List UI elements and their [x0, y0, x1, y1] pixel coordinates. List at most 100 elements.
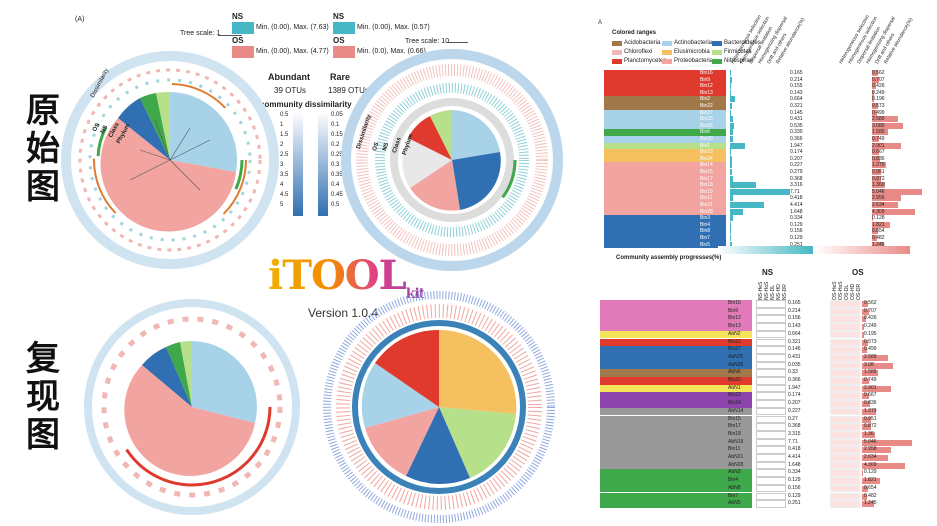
- os-abundance-value: 4.309: [872, 208, 885, 215]
- repro-os-bar: [862, 478, 881, 485]
- phylum-band: [604, 122, 726, 130]
- ns-abundance-value: 0.321: [790, 103, 803, 109]
- ns-abundance-value: 7.71: [790, 188, 800, 195]
- rare-actinobacteria: [452, 110, 500, 160]
- bin-label: Bin11: [700, 195, 713, 202]
- os-abundance-bar: [872, 235, 877, 241]
- assembly-title: Community assembly progresses(%): [616, 255, 722, 261]
- actinobacteria-sector: [170, 92, 238, 172]
- os-heatmap-title: OS: [852, 268, 864, 277]
- repro-bin-label: AbN14: [728, 407, 744, 414]
- repro-os-bar: [862, 316, 867, 323]
- os-col-label: OS-DR: [856, 283, 862, 300]
- bin-label: Bin2: [700, 96, 711, 103]
- ns-abundance-bar: [730, 235, 731, 241]
- original-char-1: 原: [26, 91, 60, 131]
- repro-os-value: 0.573: [864, 338, 877, 345]
- ns-abundance-value: 0.207: [790, 155, 803, 162]
- repro-phylum-band: [600, 484, 752, 493]
- repro-bin-label: Bin23: [728, 392, 741, 399]
- tree-scale-bar-10: [446, 42, 468, 43]
- repro-os-value: 2.634: [864, 454, 877, 460]
- repro-ns-cells: [756, 477, 786, 485]
- rare-other: [402, 138, 452, 188]
- repro-ns-cells: [756, 492, 786, 501]
- repro-ns-value: 0.143: [788, 323, 801, 330]
- repro-os-cells: [830, 423, 860, 431]
- repro-os-cells: [830, 500, 860, 508]
- phylum-swatch: [662, 59, 672, 64]
- repro-os-value: 5.046: [864, 438, 877, 445]
- ns-label-1: NS: [232, 12, 244, 21]
- os-abundance-bar: [872, 202, 899, 208]
- phylum-band: [604, 175, 726, 183]
- repro-bin-label: AbN19: [728, 438, 744, 445]
- repro-phylum-band: [600, 300, 752, 308]
- repro-ns-cells: [756, 338, 786, 347]
- repro-os-value: 0.836: [864, 400, 877, 407]
- repro-firmicutes: [180, 340, 192, 407]
- ns-abundance-bar: [730, 188, 790, 195]
- repro-ns-cells: [756, 469, 786, 478]
- repro-nitrospirae: [166, 342, 192, 407]
- repro-phylum-band: [600, 323, 752, 331]
- repro-ns-cells: [756, 438, 786, 447]
- os-abundance-value: 0.128: [872, 215, 885, 222]
- repro-bin-label: AbN5: [728, 500, 741, 507]
- repro-ns-value: 0.251: [788, 500, 801, 507]
- repro-os-value: 1.821: [864, 477, 877, 484]
- bin-label: Bin12: [700, 83, 713, 90]
- repro-bin-label: Bin16: [728, 300, 741, 306]
- ns-abundance-value: 0.366: [790, 136, 803, 142]
- repro-ns-cells: [756, 392, 786, 401]
- os-abundance-value: 0.196: [872, 96, 885, 103]
- os-ring: [78, 68, 262, 252]
- phylum-name: Actinobacteria: [674, 40, 713, 46]
- repro-os-value: 2.589: [864, 353, 877, 360]
- os-abundance-bar: [872, 175, 881, 182]
- repro-os-value: 0.249: [864, 323, 877, 330]
- repro-ns-value: 0.366: [788, 377, 801, 383]
- os-abundance-bar: [872, 221, 891, 228]
- repro-os-cells: [830, 323, 860, 331]
- ns-abundance-value: 0.431: [790, 116, 803, 123]
- phylum-band: [604, 136, 726, 143]
- os-abundance-bar: [872, 129, 888, 136]
- repro-bin-label: AbN6: [728, 369, 741, 376]
- os-abundance-bar: [872, 109, 877, 116]
- repro-os-cells: [830, 330, 860, 339]
- colored-ranges-title: Colored ranges: [612, 30, 657, 36]
- dissim-left-tick: 1: [280, 122, 284, 128]
- phylum-band: [604, 195, 726, 202]
- dissim-ring: [61, 51, 279, 269]
- dissim-scale-right: [318, 112, 328, 216]
- repro-os-bar: [862, 447, 892, 454]
- repro-phylum-band: [600, 477, 752, 485]
- reproduced-tree-abundant: [84, 299, 300, 515]
- os-abundance-bar: [872, 208, 915, 215]
- repro-os-cells: [830, 361, 860, 370]
- repro-ns-value: 1.947: [788, 384, 801, 391]
- original-char-3: 图: [26, 167, 60, 207]
- phylum-name: Chloroflexi: [624, 49, 653, 55]
- os-abundance-value: 1.580: [872, 129, 885, 136]
- repro-os-cells: [830, 469, 860, 478]
- repro-os-value: 1.379: [864, 407, 877, 414]
- os-label-2: OS: [333, 36, 345, 45]
- ns-abundance-value: 3.316: [790, 182, 803, 189]
- os-abundance-bar: [872, 103, 878, 109]
- bin-label: Bin15: [700, 169, 713, 175]
- os-abundance-bar: [872, 169, 882, 175]
- repro-phylum-band: [600, 392, 752, 401]
- repro-os-cells: [830, 300, 860, 308]
- repro-ns-value: 0.27: [788, 415, 798, 422]
- reproduced-char-2: 现: [26, 377, 60, 417]
- repro-os-value: 1.585: [864, 369, 877, 376]
- circular-tree-rare: [341, 49, 563, 271]
- repro-os-bar: [862, 308, 869, 315]
- repro-phylum-band: [600, 492, 752, 501]
- ns-abundance-bar: [730, 142, 746, 149]
- os-abundance-bar: [872, 188, 922, 195]
- repro-bin-label: Bin22: [728, 338, 741, 345]
- repro-phylum-band: [600, 446, 752, 454]
